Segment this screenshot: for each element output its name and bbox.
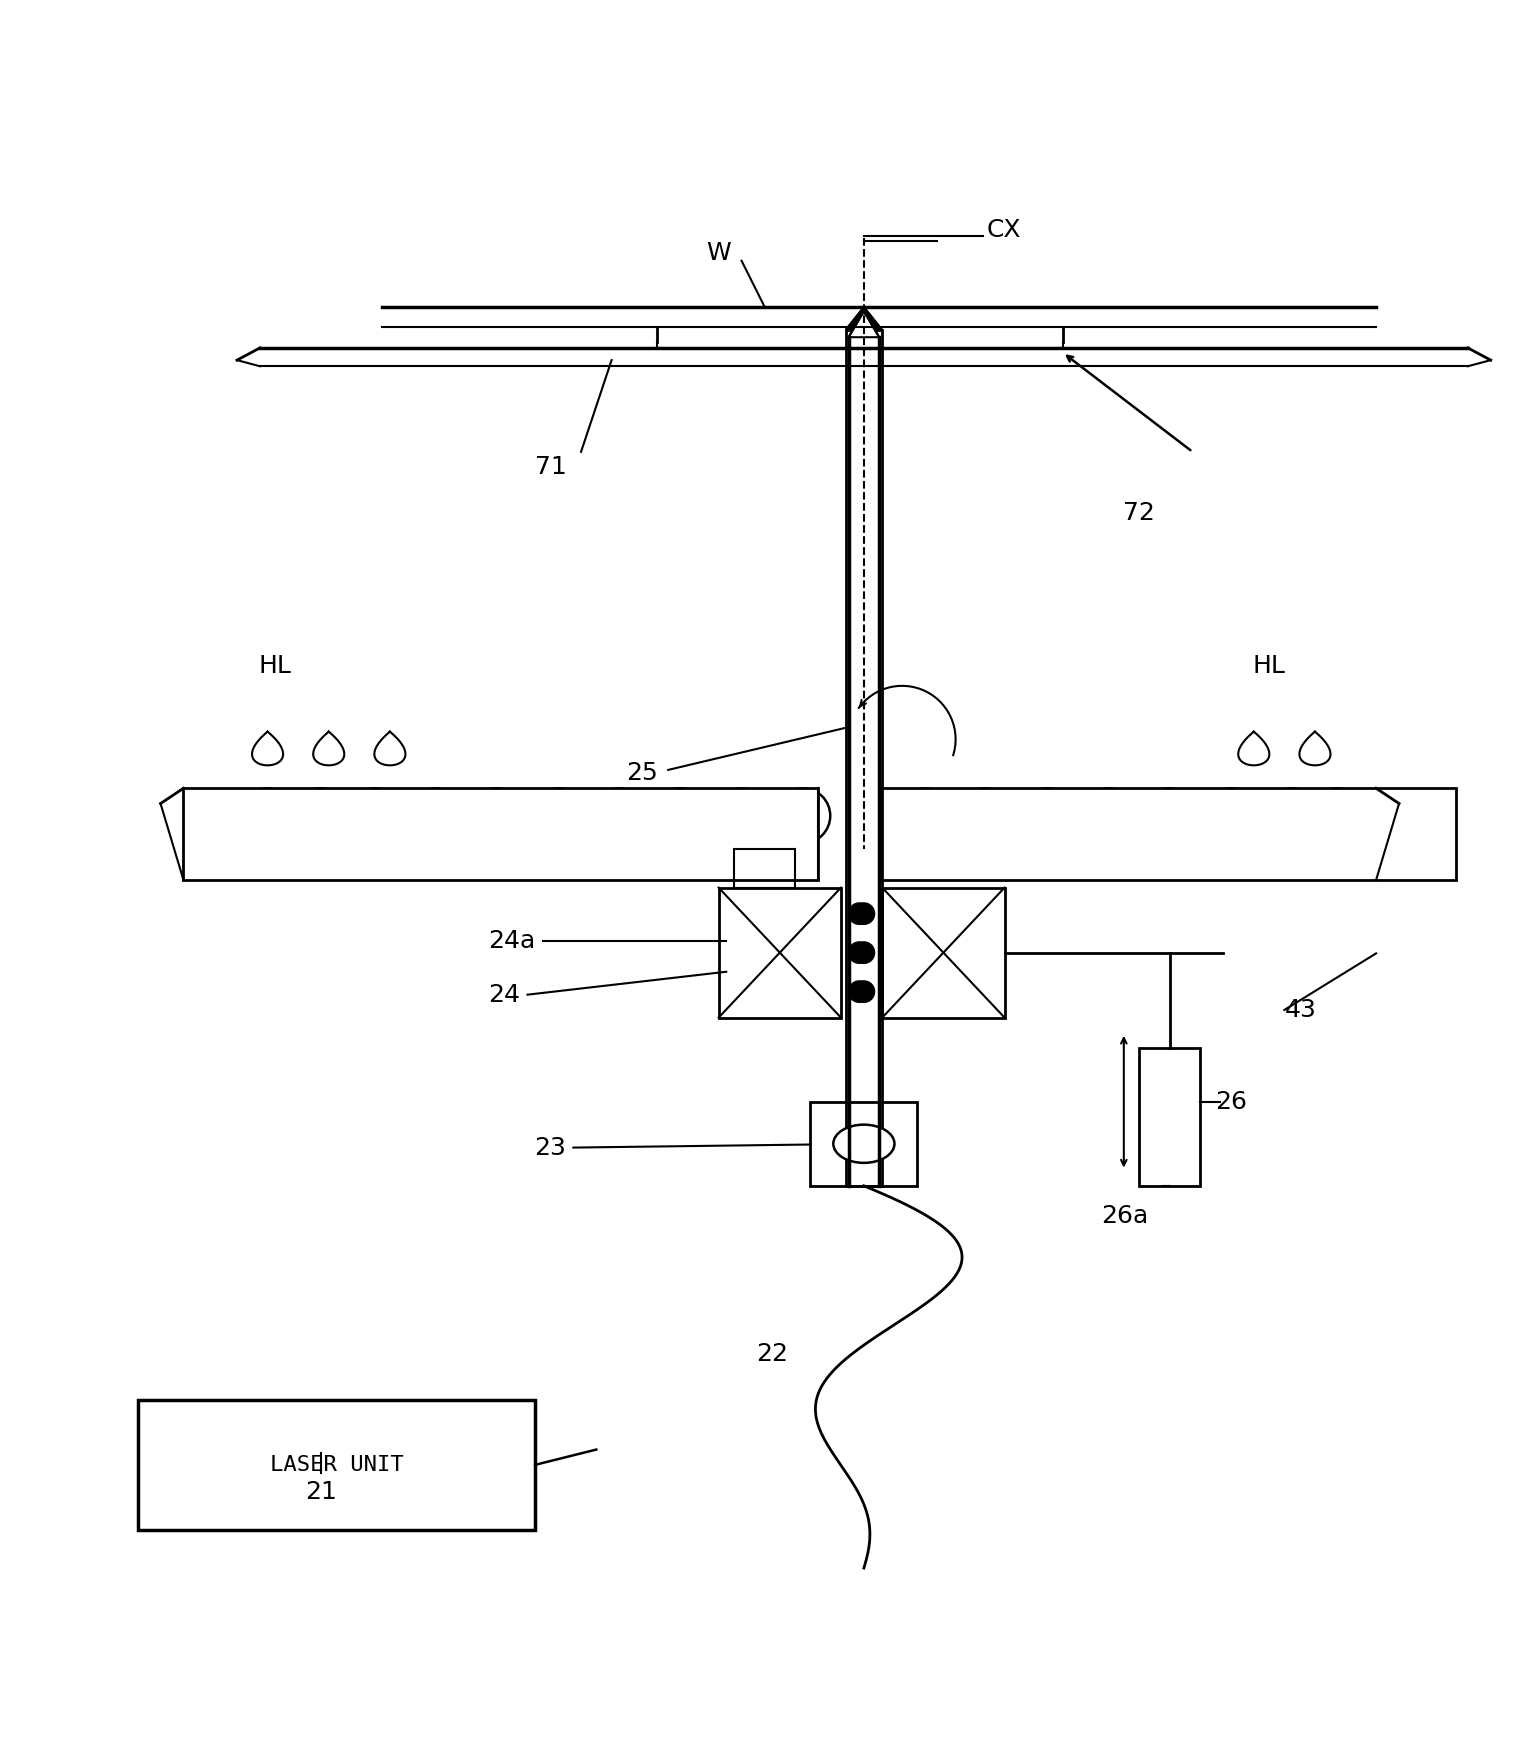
Text: HL: HL: [258, 655, 292, 678]
Bar: [734, 850, 795, 887]
Polygon shape: [849, 312, 879, 338]
Text: 24a: 24a: [488, 929, 535, 954]
Ellipse shape: [833, 1125, 894, 1163]
Circle shape: [849, 980, 870, 1001]
Text: W: W: [706, 241, 731, 266]
Text: 24: 24: [488, 982, 520, 1007]
Bar: [719, 887, 841, 1017]
Text: 71: 71: [535, 456, 566, 479]
Bar: [810, 1102, 917, 1186]
Bar: [183, 788, 818, 880]
Text: 43: 43: [1284, 998, 1316, 1023]
Text: 22: 22: [757, 1341, 787, 1366]
Bar: [882, 887, 1005, 1017]
Circle shape: [853, 942, 875, 963]
Circle shape: [849, 903, 870, 924]
Text: 26a: 26a: [1101, 1204, 1148, 1228]
Text: HL: HL: [1252, 655, 1286, 678]
Text: CX: CX: [986, 218, 1021, 243]
Circle shape: [853, 903, 875, 924]
Text: 21: 21: [306, 1480, 336, 1503]
Circle shape: [853, 980, 875, 1001]
Text: 26: 26: [1216, 1089, 1248, 1114]
Polygon shape: [846, 306, 882, 329]
Bar: [846, 329, 882, 1186]
Text: 72: 72: [1124, 502, 1154, 524]
Text: LASER UNIT: LASER UNIT: [269, 1456, 404, 1475]
Text: 23: 23: [534, 1135, 566, 1160]
Bar: [138, 1399, 535, 1529]
Bar: [1139, 1049, 1200, 1186]
Circle shape: [849, 942, 870, 963]
Polygon shape: [846, 306, 882, 329]
Bar: [882, 788, 1456, 880]
Text: 25: 25: [625, 760, 657, 785]
